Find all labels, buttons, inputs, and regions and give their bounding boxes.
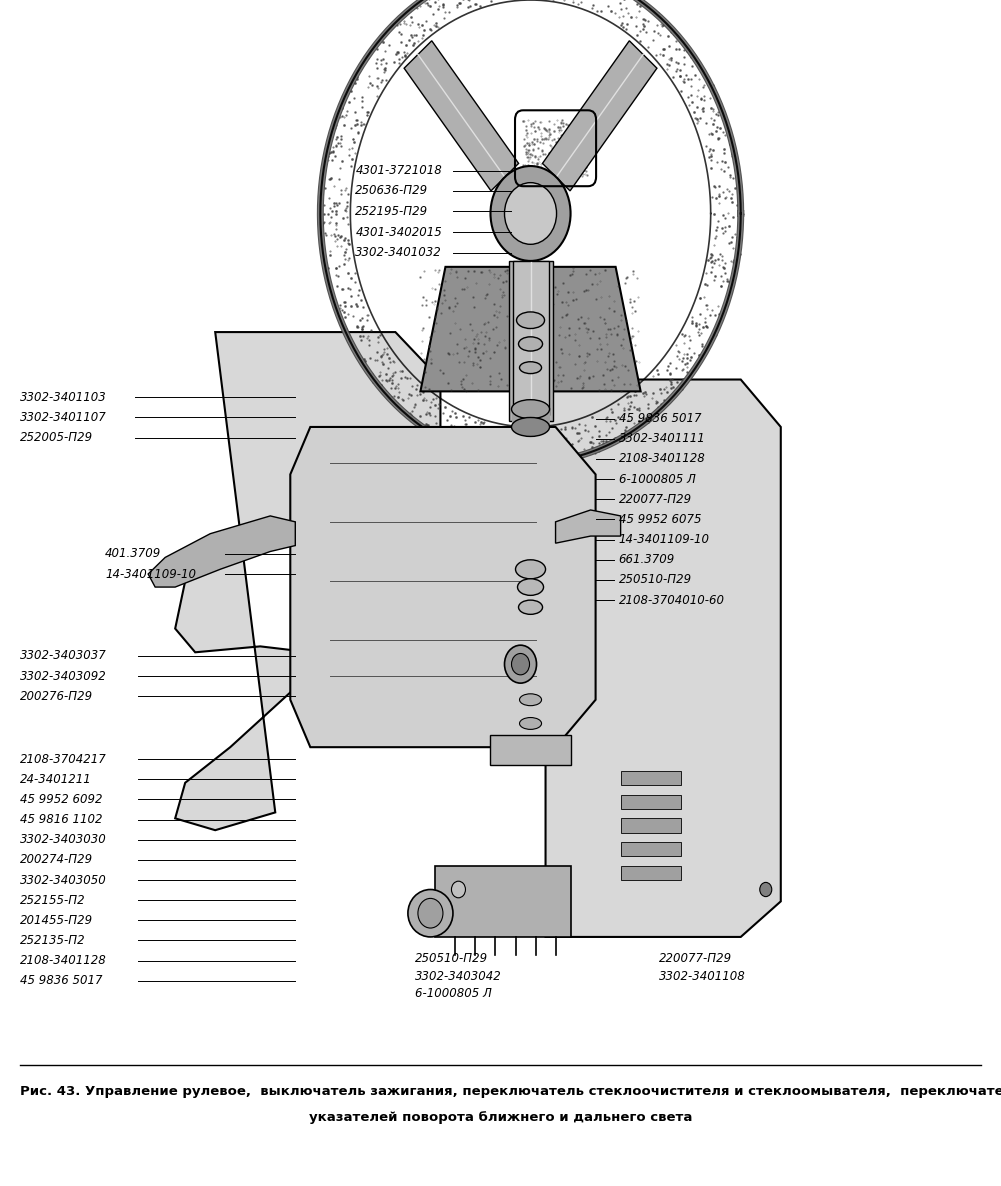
- Ellipse shape: [418, 899, 443, 927]
- Ellipse shape: [451, 881, 465, 898]
- Ellipse shape: [512, 417, 550, 436]
- Ellipse shape: [519, 600, 543, 614]
- Circle shape: [490, 166, 571, 261]
- Text: 3302-3403030: 3302-3403030: [20, 834, 107, 846]
- Text: 24-3401211: 24-3401211: [20, 773, 92, 785]
- Polygon shape: [404, 40, 519, 191]
- Text: 6-1000805 Л: 6-1000805 Л: [619, 473, 696, 485]
- Text: 45 9816 1102: 45 9816 1102: [20, 814, 102, 825]
- Polygon shape: [621, 771, 681, 785]
- Polygon shape: [621, 866, 681, 880]
- Text: 200276-П29: 200276-П29: [20, 690, 93, 702]
- Text: 3302-3401103: 3302-3401103: [20, 391, 107, 403]
- Text: 220077-П29: 220077-П29: [619, 493, 692, 505]
- Text: 220077-П29: 220077-П29: [659, 952, 732, 964]
- Text: 3302-3401032: 3302-3401032: [355, 247, 442, 259]
- Ellipse shape: [520, 718, 542, 729]
- Text: 250510-П29: 250510-П29: [415, 952, 488, 964]
- Polygon shape: [621, 842, 681, 856]
- Text: 3302-3403037: 3302-3403037: [20, 650, 107, 662]
- Text: 3302-3401111: 3302-3401111: [619, 433, 706, 445]
- Text: 3302-3403050: 3302-3403050: [20, 874, 107, 886]
- Ellipse shape: [512, 653, 530, 675]
- Polygon shape: [435, 866, 571, 937]
- Text: ПЛАНЕТА: ПЛАНЕТА: [295, 572, 537, 614]
- Polygon shape: [546, 380, 781, 937]
- Polygon shape: [556, 510, 621, 543]
- Ellipse shape: [520, 362, 542, 374]
- Circle shape: [760, 882, 772, 897]
- Polygon shape: [509, 261, 553, 421]
- Text: БЕЗЯКА: БЕЗЯКА: [440, 613, 642, 656]
- Polygon shape: [513, 261, 549, 415]
- Text: указателей поворота ближнего и дальнего света: указателей поворота ближнего и дальнего …: [309, 1111, 692, 1123]
- Polygon shape: [621, 818, 681, 833]
- Polygon shape: [490, 735, 571, 765]
- Text: 45 9836 5017: 45 9836 5017: [619, 413, 701, 425]
- Text: Рис. 43. Управление рулевое,  выключатель зажигания, переключатель стеклоочистит: Рис. 43. Управление рулевое, выключатель…: [20, 1085, 1001, 1097]
- Ellipse shape: [516, 560, 546, 579]
- Text: 2108-3401128: 2108-3401128: [619, 453, 706, 465]
- Text: 250510-П29: 250510-П29: [619, 574, 692, 586]
- Text: 14-3401109-10: 14-3401109-10: [105, 568, 196, 580]
- Ellipse shape: [520, 694, 542, 706]
- Polygon shape: [420, 267, 641, 391]
- Text: 3302-3401108: 3302-3401108: [659, 970, 746, 982]
- Polygon shape: [175, 332, 440, 830]
- Text: 45 9952 6092: 45 9952 6092: [20, 793, 102, 805]
- Polygon shape: [621, 795, 681, 809]
- Text: 252005-П29: 252005-П29: [20, 432, 93, 444]
- Text: 6-1000805 Л: 6-1000805 Л: [415, 988, 492, 1000]
- Ellipse shape: [518, 579, 544, 595]
- Text: 201455-П29: 201455-П29: [20, 914, 93, 926]
- Ellipse shape: [517, 312, 545, 329]
- Ellipse shape: [505, 645, 537, 683]
- Text: 45 9836 5017: 45 9836 5017: [20, 975, 102, 987]
- Text: 2108-3401128: 2108-3401128: [20, 955, 107, 967]
- Polygon shape: [543, 40, 657, 191]
- Ellipse shape: [408, 890, 452, 937]
- Text: 45 9952 6075: 45 9952 6075: [619, 514, 701, 525]
- Text: 2108-3704010-60: 2108-3704010-60: [619, 594, 725, 606]
- Polygon shape: [512, 409, 550, 427]
- Text: 252135-П2: 252135-П2: [20, 935, 86, 946]
- Text: 661.3709: 661.3709: [619, 554, 675, 566]
- Text: 3302-3403042: 3302-3403042: [415, 970, 503, 982]
- Text: 3302-3403092: 3302-3403092: [20, 670, 107, 682]
- Text: 14-3401109-10: 14-3401109-10: [619, 534, 710, 546]
- Text: 4301-3721018: 4301-3721018: [355, 165, 442, 177]
- Text: 252195-П29: 252195-П29: [355, 205, 428, 217]
- Text: 2108-3704217: 2108-3704217: [20, 753, 107, 765]
- Text: 4301-3402015: 4301-3402015: [355, 227, 442, 238]
- Text: 252155-П2: 252155-П2: [20, 894, 86, 906]
- Ellipse shape: [519, 337, 543, 351]
- Ellipse shape: [512, 400, 550, 419]
- Text: 250636-П29: 250636-П29: [355, 185, 428, 197]
- Polygon shape: [290, 427, 596, 747]
- Text: 3302-3401107: 3302-3401107: [20, 412, 107, 423]
- Text: 401.3709: 401.3709: [105, 548, 161, 560]
- Polygon shape: [148, 516, 295, 587]
- Circle shape: [505, 183, 557, 244]
- Text: 200274-П29: 200274-П29: [20, 854, 93, 866]
